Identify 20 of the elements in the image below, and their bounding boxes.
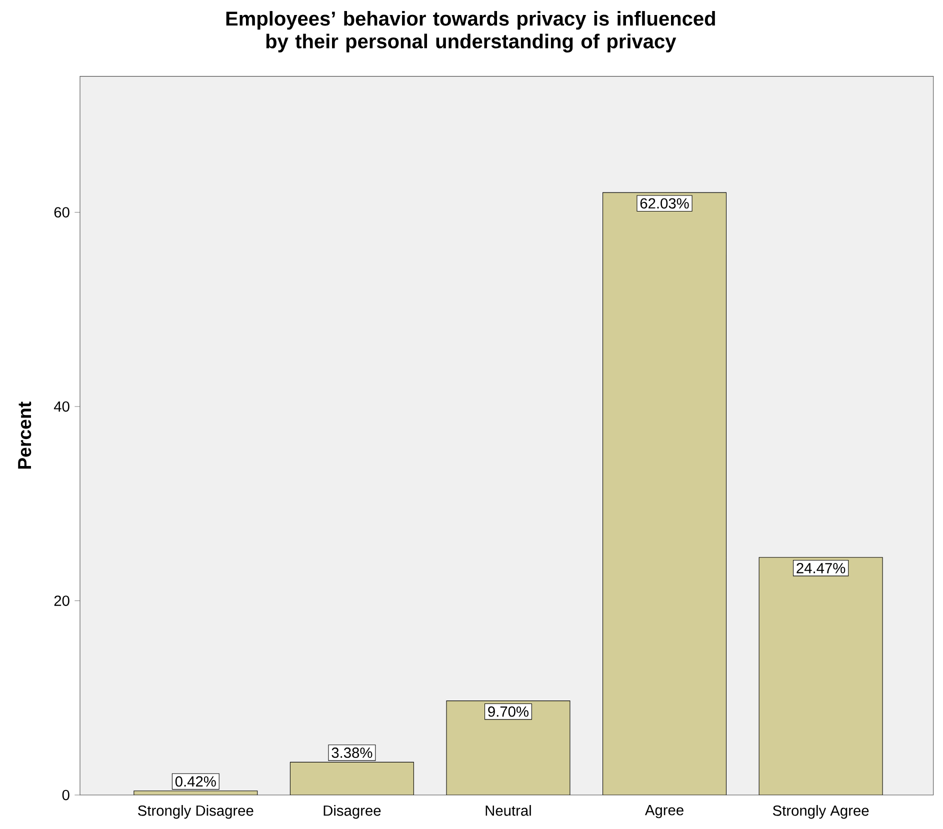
data-label: 24.47% [796, 562, 846, 574]
bar [290, 762, 414, 796]
x-tick-label: Disagree [324, 805, 381, 819]
x-tick-label: Agree [644, 805, 684, 818]
bar [446, 700, 570, 796]
y-tick-label: 40 [54, 401, 70, 412]
y-tick-label: 0 [62, 790, 70, 800]
bar [602, 192, 726, 796]
y-axis-title: Percent [18, 402, 32, 469]
chart-title: Employees’ behavior towards privacy is influenced by their personal understanding of privacy [226, 11, 715, 52]
x-tick-label: Strongly Agree [772, 805, 869, 819]
x-tick-label: Strongly Disagree [138, 805, 254, 819]
y-tick-label: 60 [54, 207, 70, 218]
bar [758, 557, 883, 796]
data-label: 3.38% [332, 748, 372, 758]
x-tick-label: Neutral [486, 805, 531, 816]
data-label: 0.42% [175, 776, 216, 787]
data-label: 9.70% [488, 706, 528, 717]
data-label: 62.03% [640, 198, 689, 209]
y-tick-label: 20 [54, 596, 70, 606]
